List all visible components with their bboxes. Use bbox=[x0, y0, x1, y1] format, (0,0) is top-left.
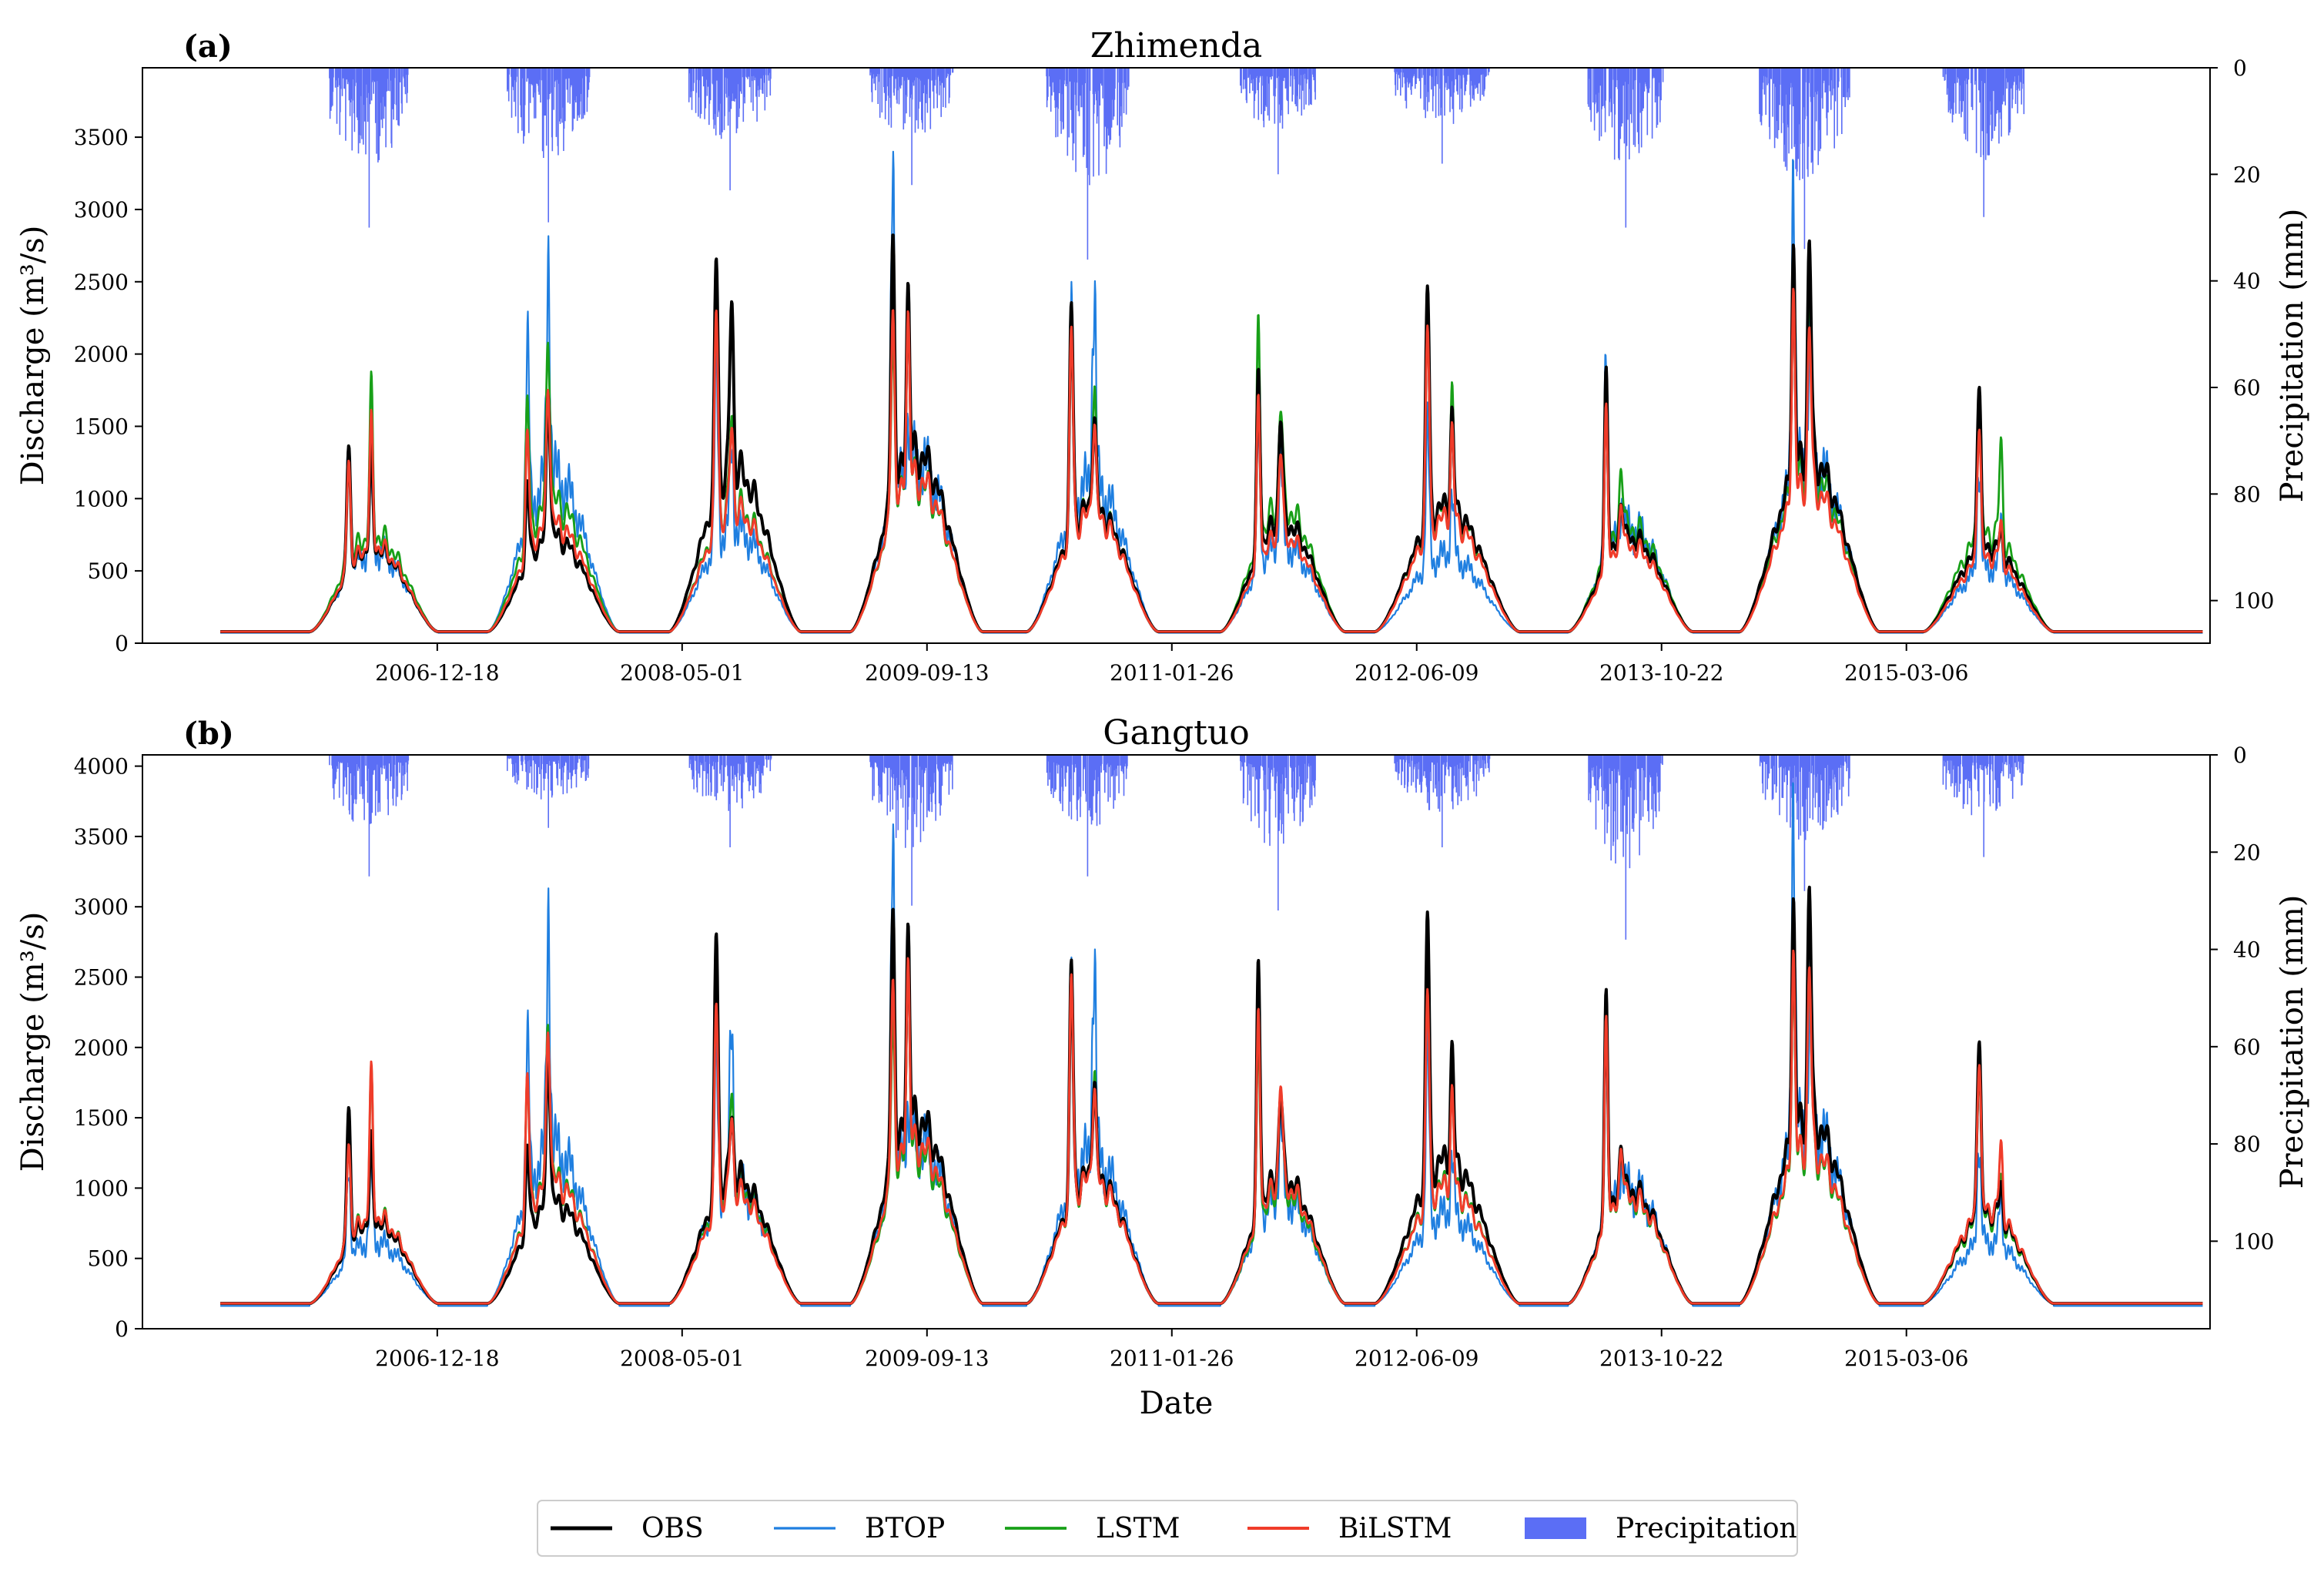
y2-tick-label: 0 bbox=[2233, 743, 2247, 768]
legend-label-btop: BTOP bbox=[865, 1513, 945, 1544]
legend: OBS BTOP LSTM BiLSTM Precipitation bbox=[537, 1500, 1798, 1557]
panel-title: Zhimenda bbox=[1090, 26, 1262, 65]
y-tick-label: 2000 bbox=[74, 1035, 129, 1061]
x-tick-label: 2013-10-22 bbox=[1599, 1346, 1723, 1371]
y2-tick-label: 60 bbox=[2233, 375, 2261, 401]
y-tick-label: 0 bbox=[115, 631, 129, 656]
y2-tick-label: 60 bbox=[2233, 1034, 2261, 1060]
legend-label-precipitation: Precipitation bbox=[1616, 1513, 1797, 1544]
legend-label-obs: OBS bbox=[641, 1513, 704, 1544]
legend-label-bilstm: BiLSTM bbox=[1338, 1513, 1452, 1544]
y-tick-label: 2500 bbox=[74, 270, 129, 295]
x-tick-label: 2008-05-01 bbox=[620, 660, 744, 686]
panel-tag: (b) bbox=[183, 716, 234, 752]
plot-frame bbox=[142, 754, 2211, 1330]
y-tick-label: 2000 bbox=[74, 342, 129, 367]
precipitation-bars bbox=[329, 68, 2025, 260]
x-tick-label: 2009-09-13 bbox=[865, 660, 989, 686]
panel-tag: (a) bbox=[183, 29, 233, 65]
x-tick-label: 2015-03-06 bbox=[1844, 1346, 1968, 1371]
y-tick-label: 500 bbox=[88, 1246, 129, 1272]
y-tick-label: 2500 bbox=[74, 965, 129, 991]
y-tick-label: 0 bbox=[115, 1316, 129, 1342]
y2-tick-label: 20 bbox=[2233, 840, 2261, 865]
y2-axis-label: Precipitation (mm) bbox=[2275, 209, 2310, 503]
y2-axis-label: Precipitation (mm) bbox=[2275, 895, 2310, 1189]
y2-tick-label: 40 bbox=[2233, 269, 2261, 294]
x-axis-label: Date bbox=[1140, 1386, 1214, 1421]
x-tick-label: 2012-06-09 bbox=[1355, 1346, 1478, 1371]
y2-tick-label: 100 bbox=[2233, 588, 2274, 614]
legend-swatch-precipitation bbox=[1525, 1517, 1586, 1539]
x-tick-label: 2011-01-26 bbox=[1110, 660, 1234, 686]
x-tick-label: 2013-10-22 bbox=[1599, 660, 1723, 686]
panel-title: Gangtuo bbox=[1103, 713, 1249, 753]
legend-label-lstm: LSTM bbox=[1096, 1513, 1180, 1544]
panel-zhimenda: 0 500 1000 1500 2000 2500 3000 3500 0 20 40 60 80 100… bbox=[15, 26, 2310, 686]
series-bilstm bbox=[219, 949, 2204, 1305]
y-tick-label: 1000 bbox=[74, 486, 129, 511]
series-btop bbox=[219, 782, 2203, 1307]
precipitation-bars bbox=[329, 755, 2024, 940]
y-tick-label: 4000 bbox=[74, 754, 129, 780]
legend-frame bbox=[537, 1500, 1798, 1557]
x-tick-label: 2015-03-06 bbox=[1844, 660, 1968, 686]
y-tick-label: 3000 bbox=[74, 197, 129, 223]
x-tick-label: 2011-01-26 bbox=[1110, 1346, 1234, 1371]
y2-tick-label: 80 bbox=[2233, 1132, 2261, 1157]
y2-tick-label: 40 bbox=[2233, 937, 2261, 963]
y2-tick-label: 80 bbox=[2233, 481, 2261, 507]
x-tick-label: 2009-09-13 bbox=[865, 1346, 989, 1371]
y-tick-label: 1000 bbox=[74, 1175, 129, 1201]
y2-tick-label: 20 bbox=[2233, 162, 2261, 187]
x-tick-label: 2008-05-01 bbox=[620, 1346, 744, 1371]
x-tick-label: 2006-12-18 bbox=[375, 1346, 499, 1371]
plot-frame bbox=[142, 67, 2211, 644]
y-tick-label: 3500 bbox=[74, 824, 129, 850]
y-axis-label: Discharge (m³/s) bbox=[15, 912, 51, 1172]
y2-tick-label: 100 bbox=[2233, 1229, 2274, 1254]
y-tick-label: 500 bbox=[88, 558, 129, 584]
x-tick-label: 2012-06-09 bbox=[1355, 660, 1478, 686]
y2-tick-label: 0 bbox=[2233, 55, 2247, 81]
series-bilstm bbox=[219, 287, 2204, 633]
y-axis-label: Discharge (m³/s) bbox=[15, 226, 51, 486]
y-tick-label: 1500 bbox=[74, 1105, 129, 1131]
y-tick-label: 1500 bbox=[74, 414, 129, 439]
panel-gangtuo: 0 500 1000 1500 2000 2500 3000 3500 4000 0 20 40 60 8… bbox=[15, 713, 2310, 1421]
y-tick-label: 3000 bbox=[74, 894, 129, 920]
x-tick-label: 2006-12-18 bbox=[375, 660, 499, 686]
y-tick-label: 3500 bbox=[74, 125, 129, 150]
